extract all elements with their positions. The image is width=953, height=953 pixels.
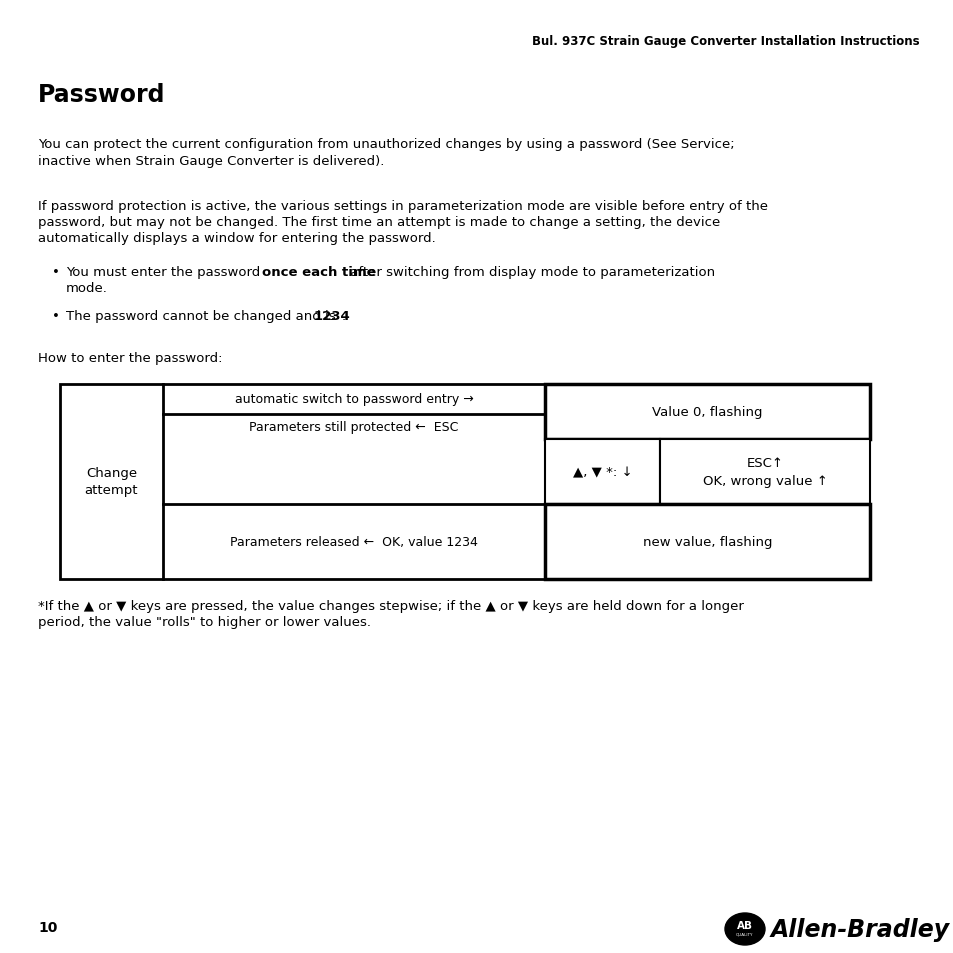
Text: Allen-Bradley: Allen-Bradley [770,917,949,941]
Text: after switching from display mode to parameterization: after switching from display mode to par… [346,266,715,278]
Text: 1234: 1234 [314,310,351,323]
Bar [659,439,869,504]
Ellipse shape [724,913,764,945]
Text: ESC↑
OK, wrong value ↑: ESC↑ OK, wrong value ↑ [701,456,826,488]
Text: once each time: once each time [262,266,375,278]
Text: The password cannot be changed and is: The password cannot be changed and is [66,310,339,323]
Text: new value, flashing: new value, flashing [642,536,771,548]
Text: Change
attempt: Change attempt [85,467,138,497]
Text: Parameters still protected ←  ESC: Parameters still protected ← ESC [249,420,458,434]
Text: You can protect the current configuration from unauthorized changes by using a p: You can protect the current configuratio… [38,138,734,168]
Text: *If the ▲ or ▼ keys are pressed, the value changes stepwise; if the ▲ or ▼ keys : *If the ▲ or ▼ keys are pressed, the val… [38,599,743,613]
Bar [544,439,659,504]
Text: Bul. 937C Strain Gauge Converter Installation Instructions: Bul. 937C Strain Gauge Converter Install… [532,35,919,49]
Text: Value 0, flashing: Value 0, flashing [652,406,762,418]
Text: •: • [52,266,60,278]
Text: QUALITY: QUALITY [736,932,753,936]
Text: period, the value "rolls" to higher or lower values.: period, the value "rolls" to higher or l… [38,616,371,628]
Text: password, but may not be changed. The first time an attempt is made to change a : password, but may not be changed. The fi… [38,215,720,229]
Text: Parameters released ←  OK, value 1234: Parameters released ← OK, value 1234 [230,536,477,548]
Text: Password: Password [38,83,165,107]
Text: automatic switch to password entry →: automatic switch to password entry → [234,393,473,406]
Text: 10: 10 [38,920,57,934]
Text: ▲, ▼ *: ↓: ▲, ▼ *: ↓ [572,465,632,478]
Bar [60,385,163,579]
Text: .: . [341,310,346,323]
Text: •: • [52,310,60,323]
Text: automatically displays a window for entering the password.: automatically displays a window for ente… [38,232,436,245]
Text: You must enter the password: You must enter the password [66,266,264,278]
Bar [544,504,869,579]
Bar [544,385,869,439]
Text: AB: AB [737,920,752,930]
Text: How to enter the password:: How to enter the password: [38,352,222,365]
Text: mode.: mode. [66,282,108,294]
Text: If password protection is active, the various settings in parameterization mode : If password protection is active, the va… [38,200,767,213]
